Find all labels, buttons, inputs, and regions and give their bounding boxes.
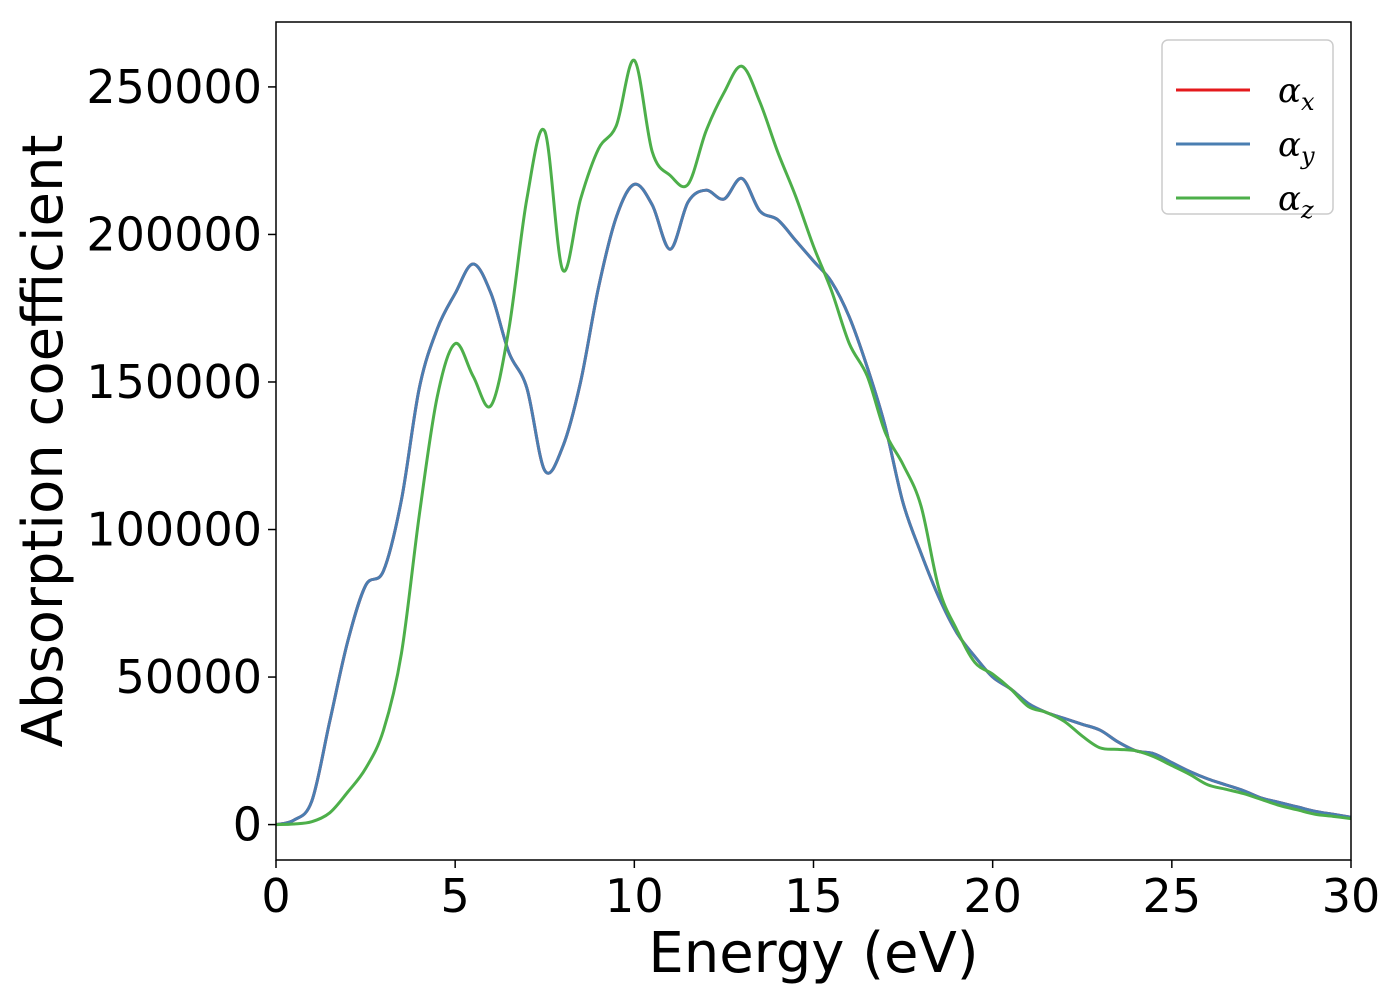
x-tick-label: 15: [784, 869, 843, 923]
plot-area: [276, 58, 1351, 827]
series-line-alpha-y: [276, 176, 1351, 827]
x-axis: 0 5 10 15 20 25 30: [261, 860, 1380, 923]
y-tick-label: 200000: [86, 207, 262, 261]
series-line-alpha-x: [276, 176, 1351, 827]
x-tick-label: 25: [1143, 869, 1202, 923]
legend-entry-alpha-z: αz: [1278, 179, 1314, 224]
y-tick-label: 150000: [86, 355, 262, 409]
legend-box: [1161, 39, 1334, 215]
x-axis-title: Energy (eV): [648, 921, 978, 986]
y-axis-title: Absorption coefficient: [11, 135, 76, 748]
y-tick-label: 100000: [86, 503, 262, 557]
y-tick-label: 0: [233, 798, 262, 852]
y-tick-label: 50000: [116, 650, 262, 704]
series-line-alpha-z: [276, 58, 1351, 827]
y-axis: 0 50000 100000 150000 200000 250000: [86, 60, 276, 852]
x-tick-label: 20: [963, 869, 1022, 923]
x-tick-label: 10: [605, 869, 664, 923]
x-tick-label: 30: [1322, 869, 1381, 923]
x-tick-label: 5: [441, 869, 470, 923]
x-tick-label: 0: [261, 869, 290, 923]
y-tick-label: 250000: [86, 60, 262, 114]
